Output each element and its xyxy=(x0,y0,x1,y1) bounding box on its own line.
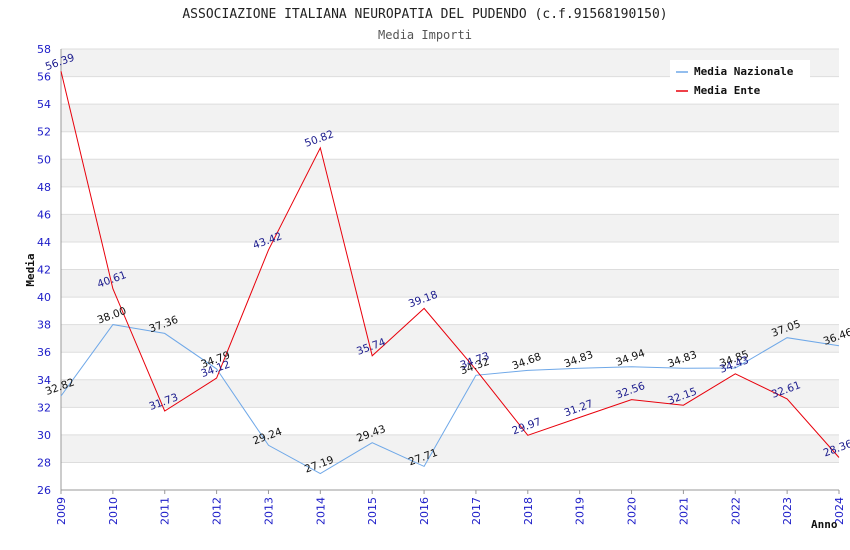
x-tick-label: 2021 xyxy=(677,497,690,525)
legend-box xyxy=(670,60,810,102)
y-tick-label: 38 xyxy=(37,319,51,332)
grid-band xyxy=(61,434,839,463)
y-axis-label: Media xyxy=(24,253,37,286)
chart-title: ASSOCIAZIONE ITALIANA NEUROPATIA DEL PUD… xyxy=(182,7,667,22)
chart-subtitle: Media Importi xyxy=(378,28,472,42)
y-tick-label: 42 xyxy=(37,264,51,277)
x-tick-label: 2020 xyxy=(626,497,639,525)
y-tick-label: 36 xyxy=(37,346,51,359)
x-axis-label: Anno xyxy=(811,518,838,531)
x-tick-label: 2012 xyxy=(211,497,224,525)
x-tick-label: 2024 xyxy=(833,497,846,525)
x-tick-label: 2014 xyxy=(314,497,327,525)
y-tick-label: 54 xyxy=(37,98,51,111)
grid-band xyxy=(61,214,839,242)
y-tick-label: 26 xyxy=(37,484,51,497)
x-tick-label: 2011 xyxy=(159,497,172,525)
x-tick-label: 2016 xyxy=(418,497,431,525)
y-tick-label: 56 xyxy=(37,71,51,84)
y-tick-label: 52 xyxy=(37,126,51,139)
y-tick-label: 30 xyxy=(37,429,51,442)
grid-band xyxy=(61,379,839,408)
grid-band xyxy=(61,159,839,187)
y-axis-ticks: 26 28 30 32 34 36 38 40 42 44 46 48 50 52 54 56 58 xyxy=(37,43,51,497)
grid-band xyxy=(61,104,839,132)
y-tick-label: 50 xyxy=(37,153,51,166)
x-tick-label: 2023 xyxy=(781,497,794,525)
x-tick-label: 2022 xyxy=(729,497,742,525)
y-tick-label: 46 xyxy=(37,208,51,221)
x-tick-label: 2013 xyxy=(262,497,275,525)
x-tick-label: 2010 xyxy=(107,497,120,525)
y-tick-label: 40 xyxy=(37,291,51,304)
x-tick-label: 2017 xyxy=(470,497,483,525)
x-tick-label: 2015 xyxy=(366,497,379,525)
legend-label-nazionale: Media Nazionale xyxy=(694,65,794,78)
legend: Media Nazionale Media Ente xyxy=(670,60,810,102)
y-tick-label: 58 xyxy=(37,43,51,56)
series-line-0 xyxy=(60,324,840,475)
x-tick-label: 2018 xyxy=(522,497,535,525)
series-line-1 xyxy=(60,71,840,458)
x-tick-label: 2019 xyxy=(574,497,587,525)
y-tick-label: 48 xyxy=(37,181,51,194)
x-tick-label: 2009 xyxy=(55,497,68,525)
legend-label-ente: Media Ente xyxy=(694,84,761,97)
y-tick-label: 28 xyxy=(37,456,51,469)
grid-band xyxy=(61,269,839,298)
y-tick-label: 34 xyxy=(37,374,51,387)
y-tick-label: 32 xyxy=(37,401,51,414)
series-lines xyxy=(60,71,840,475)
y-tick-label: 44 xyxy=(37,236,51,249)
x-axis-ticks: 2009 2010 2011 2012 2013 2014 2015 2016 2017 2018… xyxy=(55,490,846,525)
plot-background xyxy=(60,48,839,491)
